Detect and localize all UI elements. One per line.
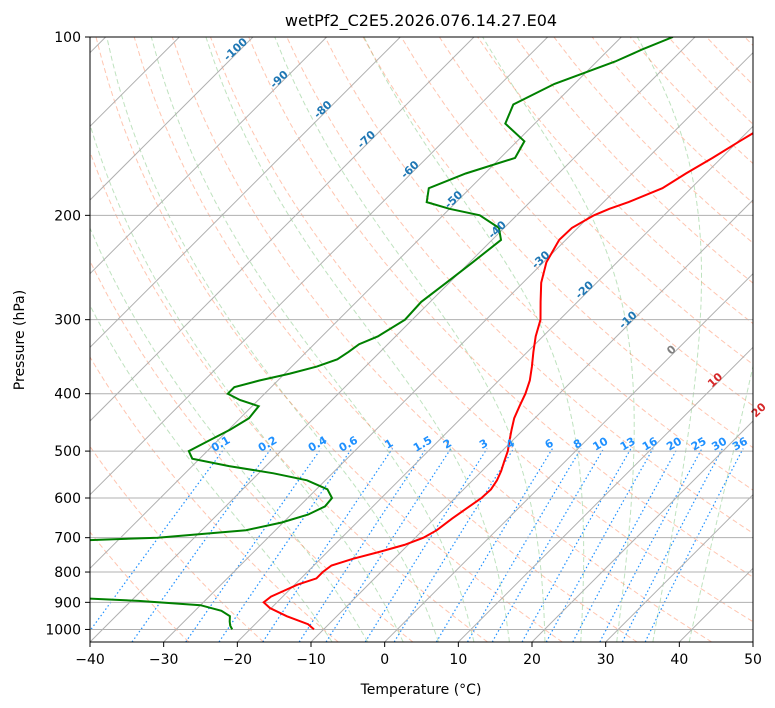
isotherm-line [90,37,328,275]
x-tick-label: 0 [380,652,389,668]
plot-frame [89,36,754,643]
x-tick-label: 50 [744,652,762,668]
temperature-line [262,132,753,631]
y-axis-ticks: 100 200 300 400 500 600 700 800 900 1000 [45,30,90,638]
chart-title: wetPf2_C2E5.2026.076.14.27.E04 [285,11,557,31]
isotherm-line [90,37,549,496]
y-tick-label: 600 [54,491,81,507]
moist-adiabats [90,37,753,642]
mixing-ratio-line [262,448,393,642]
mixing-ratio-line [90,448,225,632]
mixing-ratio-line [131,448,272,642]
y-tick-label: 800 [54,565,81,581]
mixing-ratio-line [572,448,678,642]
x-tick-label: −20 [223,652,253,668]
plot-area [90,37,753,642]
isotherms [90,37,753,642]
y-tick-label: 700 [54,531,81,547]
moist-adiabat-line [150,37,475,642]
isotherm-line [90,37,475,422]
isotherm-line [384,272,753,642]
isotherm-line [163,51,753,642]
y-tick-label: 200 [54,208,81,224]
dry-adiabat-line [400,37,753,407]
y-axis-label: Pressure (hPa) [12,290,28,390]
x-tick-label: 30 [597,652,615,668]
mixing-ratio-line [393,448,515,642]
isotherm-line [531,420,753,642]
dry-adiabat-line [248,37,753,578]
dry-adiabat-line [438,37,753,366]
moist-adiabat-line [363,37,585,642]
mixing-ratio-line [298,448,427,642]
y-tick-label: 900 [54,595,81,611]
dry-adiabat-line [95,37,563,642]
mixing-ratio-line [491,448,605,642]
moist-adiabat-line [90,123,404,642]
x-tick-label: 20 [523,652,541,668]
y-tick-label: 300 [54,313,81,329]
dry-adiabat-line [515,37,753,284]
mixing-ratio-line [466,448,582,642]
y-tick-label: 500 [54,444,81,460]
isotherm-line [236,125,753,642]
dry-adiabat-line [133,37,638,642]
isotherm-line [90,37,401,349]
x-tick-label: −10 [296,652,326,668]
moist-adiabat-line [636,37,702,642]
isotherm-line [90,37,254,201]
mixing-ratio-line [185,448,322,642]
mixing-ratio-line [325,448,452,642]
mixing-ratio-line [599,448,703,642]
mixing-ratio-line [364,448,488,642]
isotherm-line [457,346,753,642]
y-tick-label: 400 [54,387,81,403]
moist-adiabat-line [90,226,369,642]
isotherm-line [90,37,696,642]
x-tick-label: 40 [670,652,688,668]
dry-adiabat-line [90,531,190,642]
dewpoint-line [90,37,674,630]
moist-adiabat-line [90,304,333,642]
dry-adiabat-line [90,150,488,642]
dry-adiabat-line [90,356,339,642]
moist-adiabat-line [205,37,510,642]
x-tick-label: −30 [149,652,179,668]
x-axis-label: Temperature (°C) [360,682,482,698]
x-tick-label: −40 [75,652,105,668]
dry-adiabat-line [210,37,753,623]
pressure-gridlines [90,37,753,630]
isotherm-line [605,493,753,642]
x-tick-label: 10 [449,652,467,668]
mixing-ratio-line [621,448,723,642]
moist-adiabat-line [106,37,439,642]
moist-adiabat-line [482,37,635,642]
profile-lines [90,37,753,631]
x-axis-ticks: −40 −30 −20 −10 0 10 20 30 40 50 [75,642,762,668]
dry-adiabat-line [324,37,753,491]
dry-adiabats [90,37,753,642]
mixing-ratio-line [218,448,353,642]
moist-adiabat-line [688,363,753,642]
dry-adiabat-line [90,445,264,642]
y-tick-label: 1000 [45,622,81,638]
dry-adiabat-line [171,37,712,642]
moist-adiabat-line [274,37,546,642]
y-tick-label: 100 [54,30,81,46]
